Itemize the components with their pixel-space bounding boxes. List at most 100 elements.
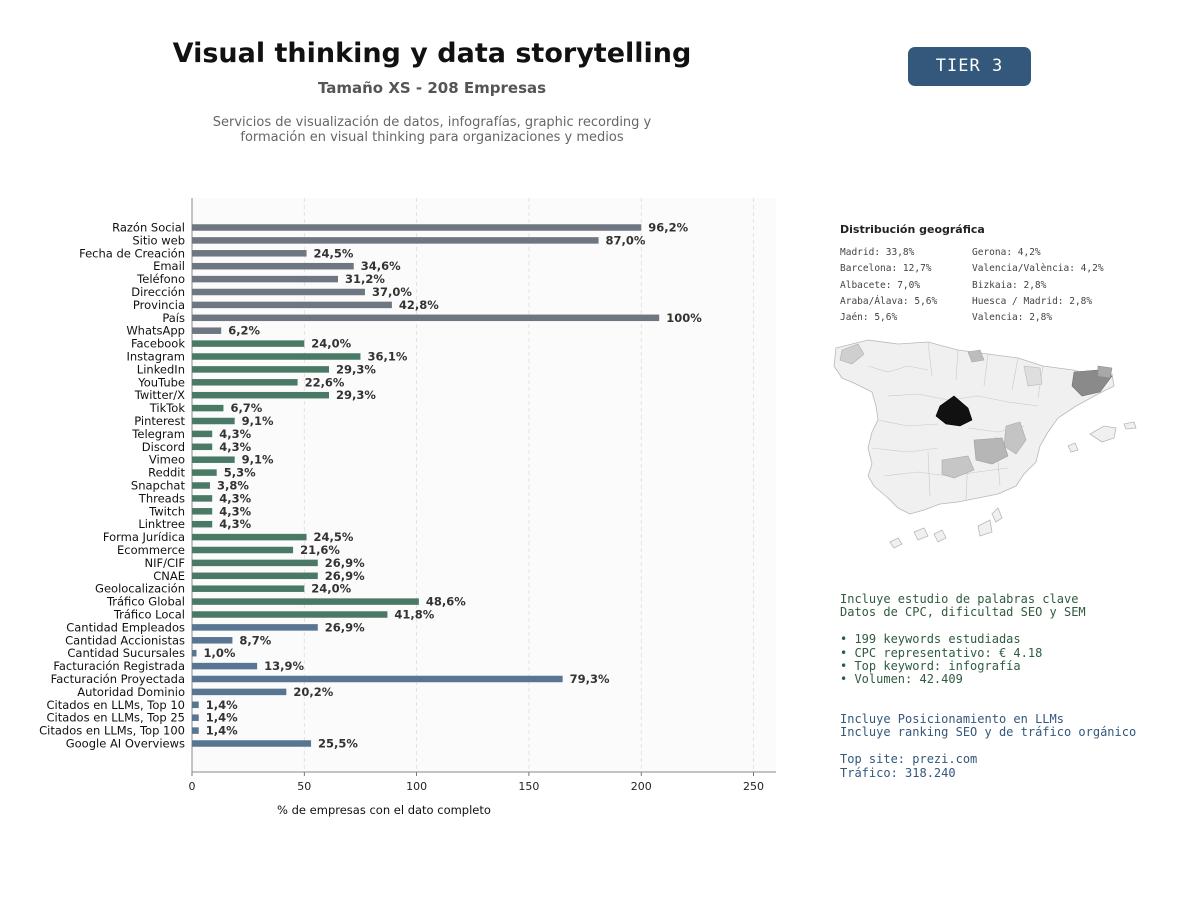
value-label: 9,1% xyxy=(242,453,274,467)
category-label: Threads xyxy=(138,491,185,505)
bar xyxy=(192,585,305,592)
value-label: 41,8% xyxy=(394,608,434,622)
map-canary-4 xyxy=(977,519,993,537)
category-label: YouTube xyxy=(137,375,185,389)
bar xyxy=(192,637,233,644)
value-label: 6,7% xyxy=(230,401,262,415)
category-label: Twitch xyxy=(148,504,185,518)
llm-line-1: Incluye Posicionamiento en LLMs xyxy=(840,712,1064,726)
keywords-line-2: Datos de CPC, dificultad SEO y SEM xyxy=(840,605,1086,620)
category-label: NIF/CIF xyxy=(144,556,185,570)
map-balearic-menorca xyxy=(1123,421,1137,430)
category-label: TikTok xyxy=(149,401,186,415)
geo-item: Gerona: 4,2% xyxy=(972,247,1041,258)
map-balearic-ibiza xyxy=(1067,442,1079,453)
keywords-bullet-count: • 199 keywords estudiadas xyxy=(840,632,1021,647)
description: Servicios de visualización de datos, inf… xyxy=(212,115,652,145)
category-label: País xyxy=(162,311,185,325)
category-label: Discord xyxy=(142,440,185,454)
bar xyxy=(192,250,307,257)
value-label: 25,5% xyxy=(318,737,358,751)
map-gerona xyxy=(1097,365,1113,379)
geo-item: Araba/Álava: 5,6% xyxy=(840,295,938,307)
value-label: 1,4% xyxy=(206,711,238,725)
category-label: WhatsApp xyxy=(126,324,185,338)
bar xyxy=(192,301,392,309)
category-label: Tráfico Local xyxy=(113,608,185,622)
map-canary-1 xyxy=(889,537,903,549)
x-tick-label: 50 xyxy=(297,780,311,793)
category-label: Cantidad Empleados xyxy=(66,620,185,634)
value-label: 6,2% xyxy=(228,324,260,338)
category-label: Snapchat xyxy=(131,479,186,493)
map-mainland xyxy=(833,339,1115,515)
bar xyxy=(192,379,298,386)
geo-item: Bizkaia: 2,8% xyxy=(972,279,1047,291)
bar xyxy=(192,714,199,721)
bar xyxy=(192,649,197,657)
bar xyxy=(192,456,235,463)
keywords-bullet-volume: • Volumen: 42.409 xyxy=(840,672,963,687)
spain-map xyxy=(833,339,1137,549)
value-label: 4,3% xyxy=(219,517,251,531)
bar xyxy=(192,662,258,670)
value-label: 1,4% xyxy=(206,698,238,712)
category-label: Fecha de Creación xyxy=(79,246,185,260)
category-label: Telegram xyxy=(131,427,185,441)
value-label: 4,3% xyxy=(219,504,251,518)
bar xyxy=(192,508,213,515)
keywords-bullet-top: • Top keyword: infografía xyxy=(840,658,1021,673)
category-label: Facturación Proyectada xyxy=(51,672,185,686)
map-balearic-mallorca xyxy=(1089,425,1117,443)
map-jaen xyxy=(941,455,975,479)
category-label: Razón Social xyxy=(112,221,185,235)
category-label: LinkedIn xyxy=(137,362,185,376)
category-label: Vimeo xyxy=(149,453,185,467)
category-label: Pinterest xyxy=(134,414,185,428)
geo-item: Albacete: 7,0% xyxy=(840,279,921,291)
map-valencia xyxy=(1003,421,1027,455)
map-huesca xyxy=(1023,365,1043,387)
llm-line-2: Incluye ranking SEO y de tráfico orgánic… xyxy=(840,725,1137,740)
value-label: 24,0% xyxy=(311,582,351,596)
value-label: 26,9% xyxy=(325,569,365,583)
bar xyxy=(192,495,213,502)
description-line-1: Servicios de visualización de datos, inf… xyxy=(212,115,652,130)
map-madrid xyxy=(935,395,973,427)
category-label: Dirección xyxy=(131,285,185,299)
llm-traffic: Tráfico: 318.240 xyxy=(840,765,956,780)
bar xyxy=(192,443,213,451)
value-label: 4,3% xyxy=(219,491,251,505)
bar xyxy=(192,482,210,489)
value-label: 24,5% xyxy=(314,246,354,260)
page-title: Visual thinking y data storytelling xyxy=(172,38,692,69)
bar xyxy=(192,314,660,322)
bar xyxy=(192,417,235,425)
bar xyxy=(192,404,224,412)
category-label: Cantidad Sucursales xyxy=(67,646,185,660)
value-label: 42,8% xyxy=(399,298,439,312)
bar xyxy=(192,327,222,334)
category-label: CNAE xyxy=(153,569,185,583)
llm-block: Incluye Posicionamiento en LLMs Incluye … xyxy=(840,712,1137,780)
description-line-2: formación en visual thinking para organi… xyxy=(240,130,624,145)
category-label: Geolocalización xyxy=(95,582,185,596)
llm-top-site: Top site: prezi.com xyxy=(840,752,978,767)
map-canary-5 xyxy=(991,507,1003,523)
category-label: Google AI Overviews xyxy=(66,737,185,751)
category-label: Autoridad Dominio xyxy=(77,685,185,699)
value-label: 48,6% xyxy=(426,595,466,609)
value-label: 87,0% xyxy=(606,233,646,247)
category-label: Twitter/X xyxy=(134,388,185,402)
geo-item: Madrid: 33,8% xyxy=(840,247,915,258)
value-label: 29,3% xyxy=(336,388,376,402)
category-label: Reddit xyxy=(148,466,185,480)
category-label: Citados en LLMs, Top 25 xyxy=(46,711,185,725)
category-label: Facebook xyxy=(131,337,185,351)
value-label: 20,2% xyxy=(293,685,333,699)
value-label: 31,2% xyxy=(345,272,385,286)
map-albacete xyxy=(973,437,1009,465)
bar xyxy=(192,340,305,347)
bar xyxy=(192,275,338,283)
value-label: 96,2% xyxy=(648,221,688,235)
